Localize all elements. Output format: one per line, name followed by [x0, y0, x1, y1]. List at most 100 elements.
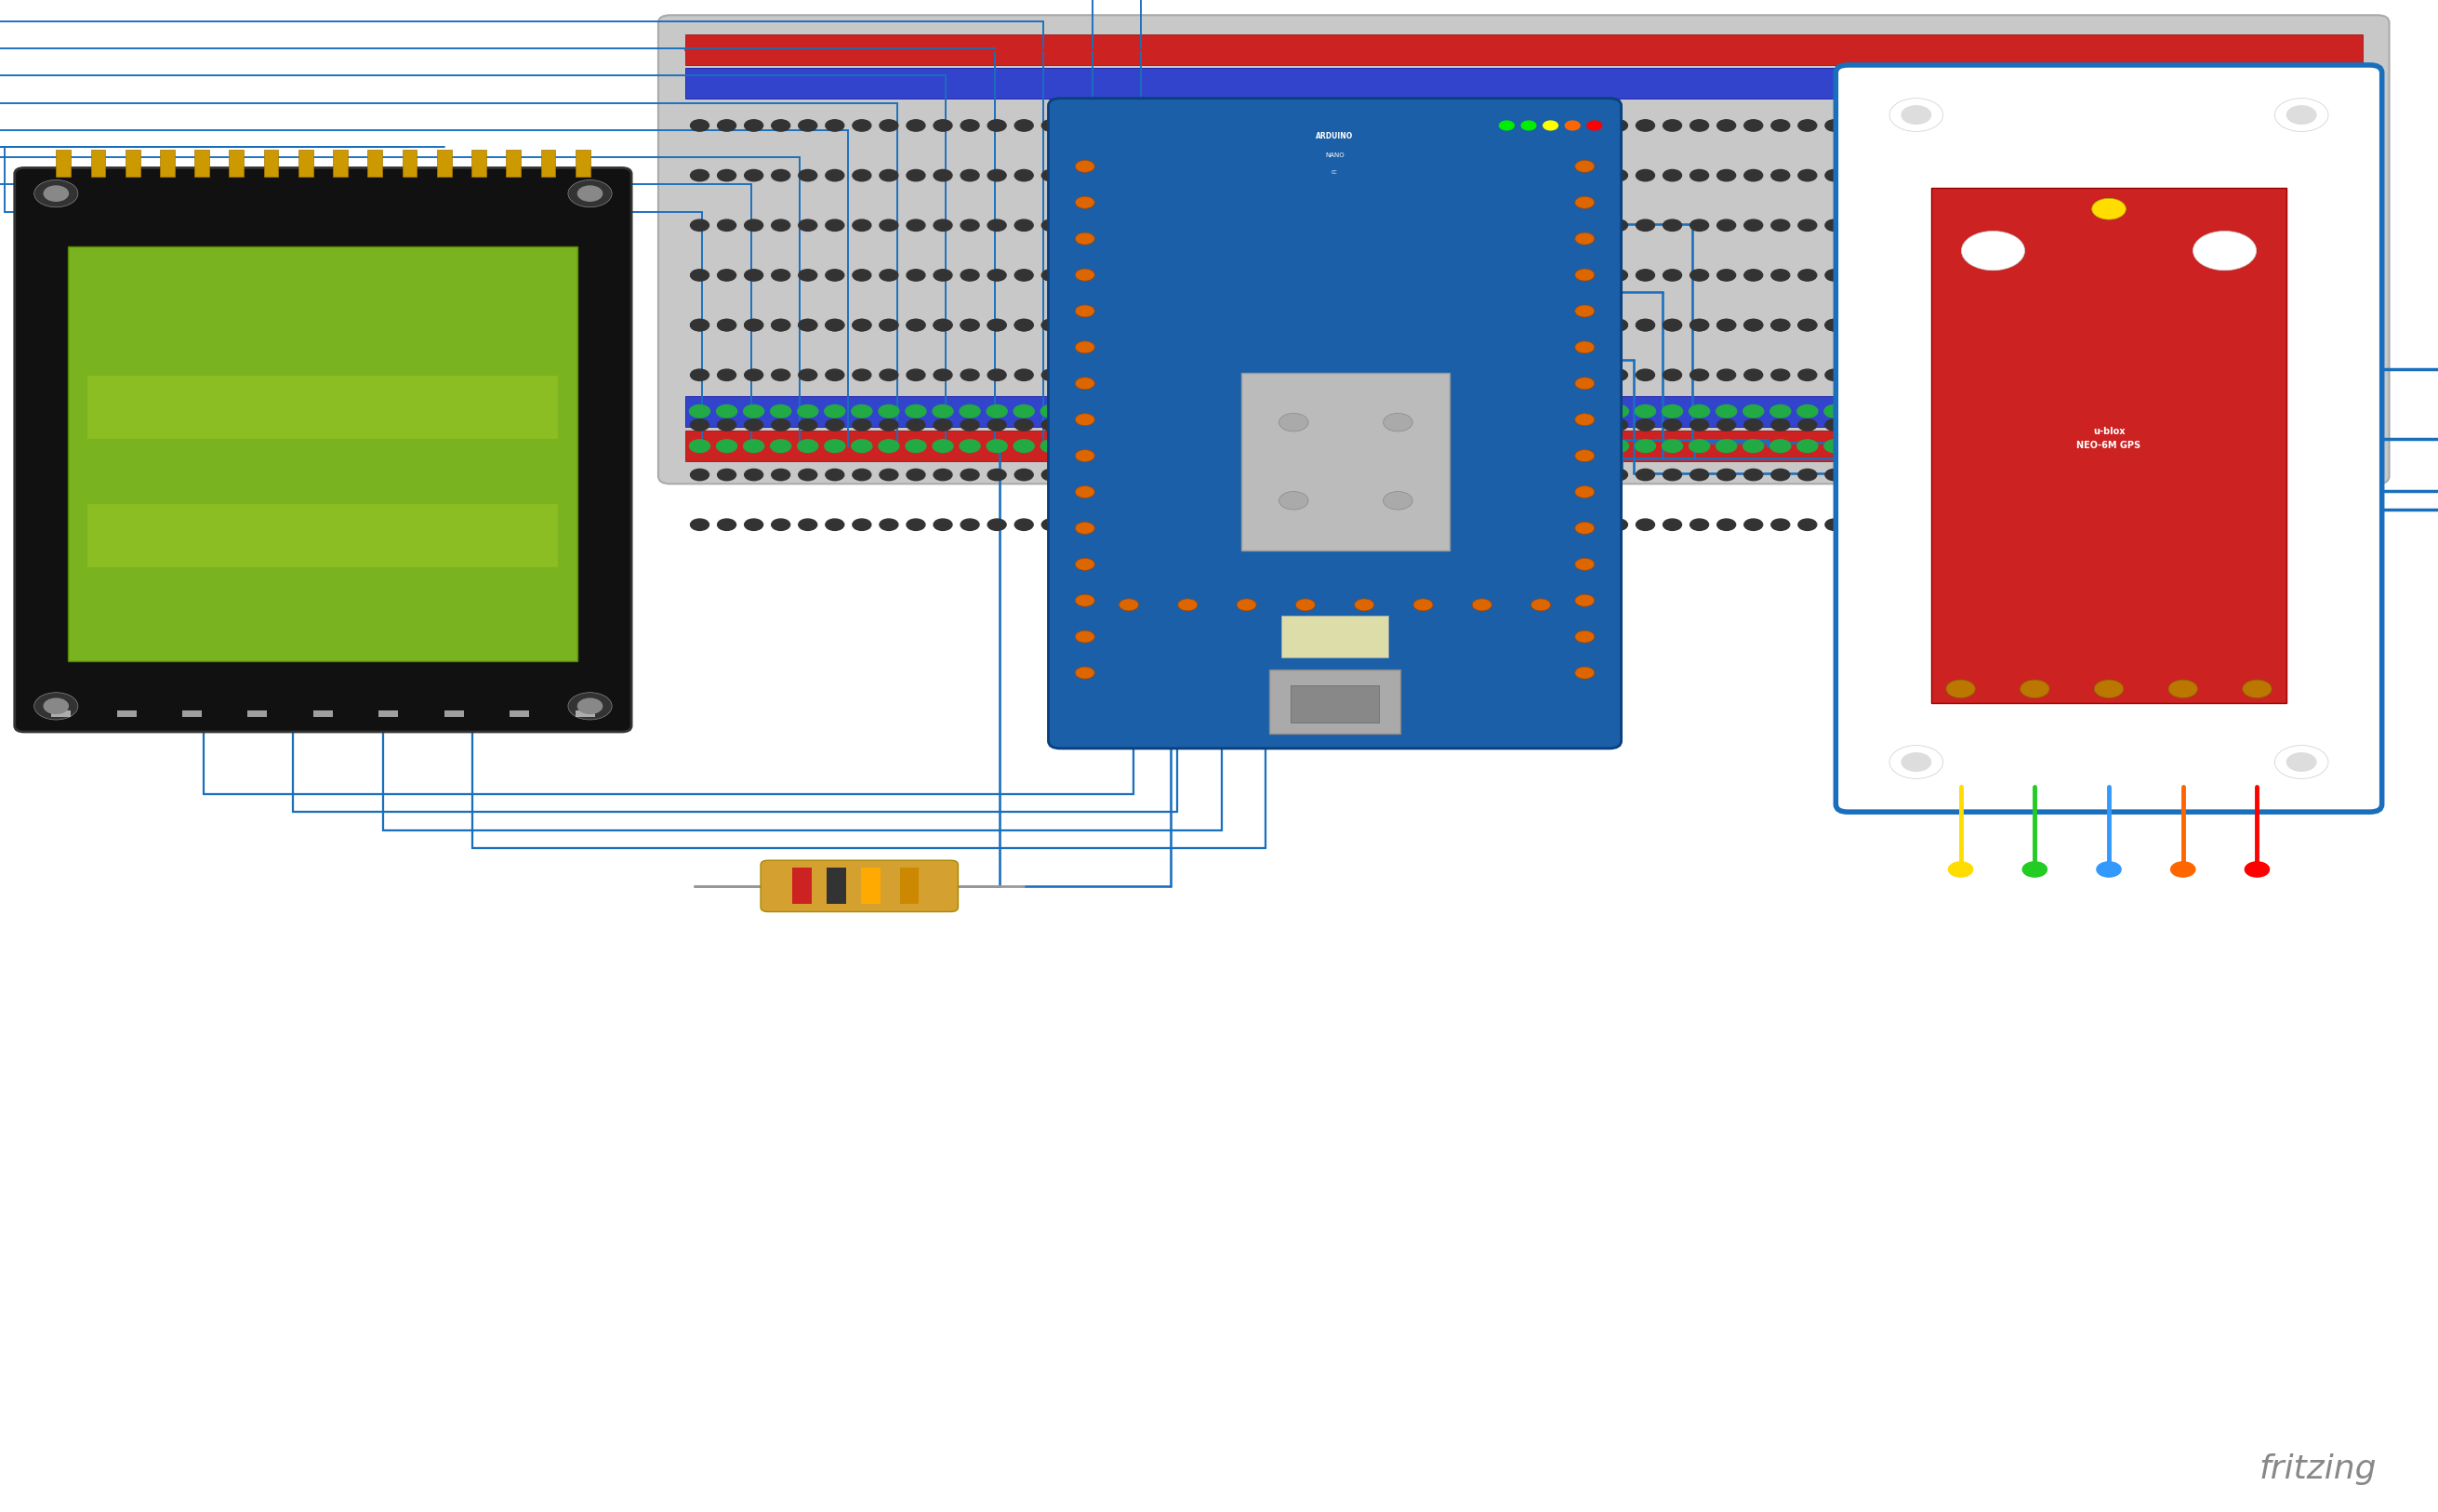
Circle shape	[1178, 599, 1197, 611]
Circle shape	[2148, 440, 2170, 452]
Circle shape	[1853, 519, 1870, 531]
Circle shape	[1095, 319, 1114, 331]
Bar	[368, 150, 383, 177]
Circle shape	[2123, 119, 2141, 132]
Circle shape	[1392, 319, 1412, 331]
Circle shape	[1151, 419, 1168, 431]
Circle shape	[961, 319, 980, 331]
Circle shape	[2258, 319, 2277, 331]
Circle shape	[1853, 169, 1870, 181]
Circle shape	[1636, 405, 1655, 417]
Circle shape	[2311, 319, 2331, 331]
Circle shape	[1475, 119, 1492, 132]
Circle shape	[1285, 369, 1304, 381]
Circle shape	[1743, 440, 1763, 452]
Circle shape	[2175, 440, 2197, 452]
Circle shape	[1041, 319, 1061, 331]
Circle shape	[1014, 519, 1034, 531]
Circle shape	[2014, 319, 2033, 331]
Bar	[1931, 187, 2287, 703]
Circle shape	[2041, 519, 2060, 531]
Circle shape	[1075, 197, 1095, 209]
Bar	[88, 375, 558, 438]
Circle shape	[1880, 319, 1897, 331]
Circle shape	[1553, 440, 1575, 452]
Circle shape	[2338, 269, 2358, 281]
Circle shape	[1338, 469, 1358, 481]
Circle shape	[1907, 169, 1924, 181]
Circle shape	[1960, 169, 1980, 181]
Circle shape	[2243, 680, 2272, 699]
Circle shape	[1365, 319, 1385, 331]
Circle shape	[690, 319, 709, 331]
Circle shape	[2177, 519, 2194, 531]
Circle shape	[1529, 469, 1546, 481]
Circle shape	[1338, 169, 1358, 181]
Circle shape	[1987, 219, 2006, 231]
Circle shape	[987, 219, 1007, 231]
Circle shape	[1529, 419, 1546, 431]
Circle shape	[1419, 319, 1438, 331]
Circle shape	[826, 269, 844, 281]
Circle shape	[2123, 519, 2141, 531]
Text: ARDUINO: ARDUINO	[1317, 132, 1353, 141]
Circle shape	[1663, 169, 1682, 181]
Circle shape	[1636, 169, 1655, 181]
Circle shape	[1716, 369, 1736, 381]
Circle shape	[987, 469, 1007, 481]
Circle shape	[987, 269, 1007, 281]
Circle shape	[1770, 219, 1789, 231]
Circle shape	[1609, 319, 1629, 331]
Circle shape	[1075, 342, 1095, 354]
Circle shape	[1075, 160, 1095, 172]
Circle shape	[1987, 269, 2006, 281]
Circle shape	[1502, 319, 1519, 331]
Circle shape	[1853, 469, 1870, 481]
Circle shape	[2231, 519, 2248, 531]
Circle shape	[1178, 469, 1195, 481]
Circle shape	[2094, 119, 2114, 132]
Circle shape	[2041, 119, 2060, 132]
Circle shape	[2258, 419, 2277, 431]
Circle shape	[717, 519, 736, 531]
Circle shape	[1151, 369, 1168, 381]
Circle shape	[770, 119, 790, 132]
Circle shape	[1575, 667, 1594, 679]
Circle shape	[1531, 599, 1551, 611]
Circle shape	[1529, 319, 1546, 331]
Circle shape	[1529, 319, 1546, 331]
Circle shape	[1521, 121, 1536, 130]
Circle shape	[2311, 440, 2331, 452]
Circle shape	[1555, 119, 1573, 132]
Circle shape	[1933, 219, 1953, 231]
Circle shape	[1338, 519, 1358, 531]
Circle shape	[1095, 519, 1114, 531]
Circle shape	[907, 319, 924, 331]
Bar	[1268, 670, 1399, 733]
Circle shape	[907, 369, 924, 381]
Circle shape	[1446, 405, 1465, 417]
Circle shape	[987, 319, 1007, 331]
Circle shape	[1690, 469, 1709, 481]
Circle shape	[800, 419, 817, 431]
Circle shape	[2258, 169, 2277, 181]
Circle shape	[1231, 369, 1248, 381]
Circle shape	[1121, 440, 1143, 452]
Circle shape	[2092, 198, 2126, 219]
Circle shape	[1258, 319, 1278, 331]
Bar	[90, 150, 105, 177]
Circle shape	[1609, 440, 1629, 452]
Circle shape	[907, 469, 924, 481]
Circle shape	[1575, 233, 1594, 245]
Circle shape	[1285, 419, 1304, 431]
Circle shape	[1880, 169, 1897, 181]
Circle shape	[1933, 319, 1953, 331]
Circle shape	[2067, 419, 2087, 431]
Circle shape	[1609, 269, 1629, 281]
Circle shape	[880, 419, 897, 431]
Circle shape	[1175, 405, 1197, 417]
Circle shape	[1529, 269, 1546, 281]
Circle shape	[1095, 269, 1114, 281]
Bar	[334, 150, 349, 177]
Circle shape	[2284, 169, 2304, 181]
